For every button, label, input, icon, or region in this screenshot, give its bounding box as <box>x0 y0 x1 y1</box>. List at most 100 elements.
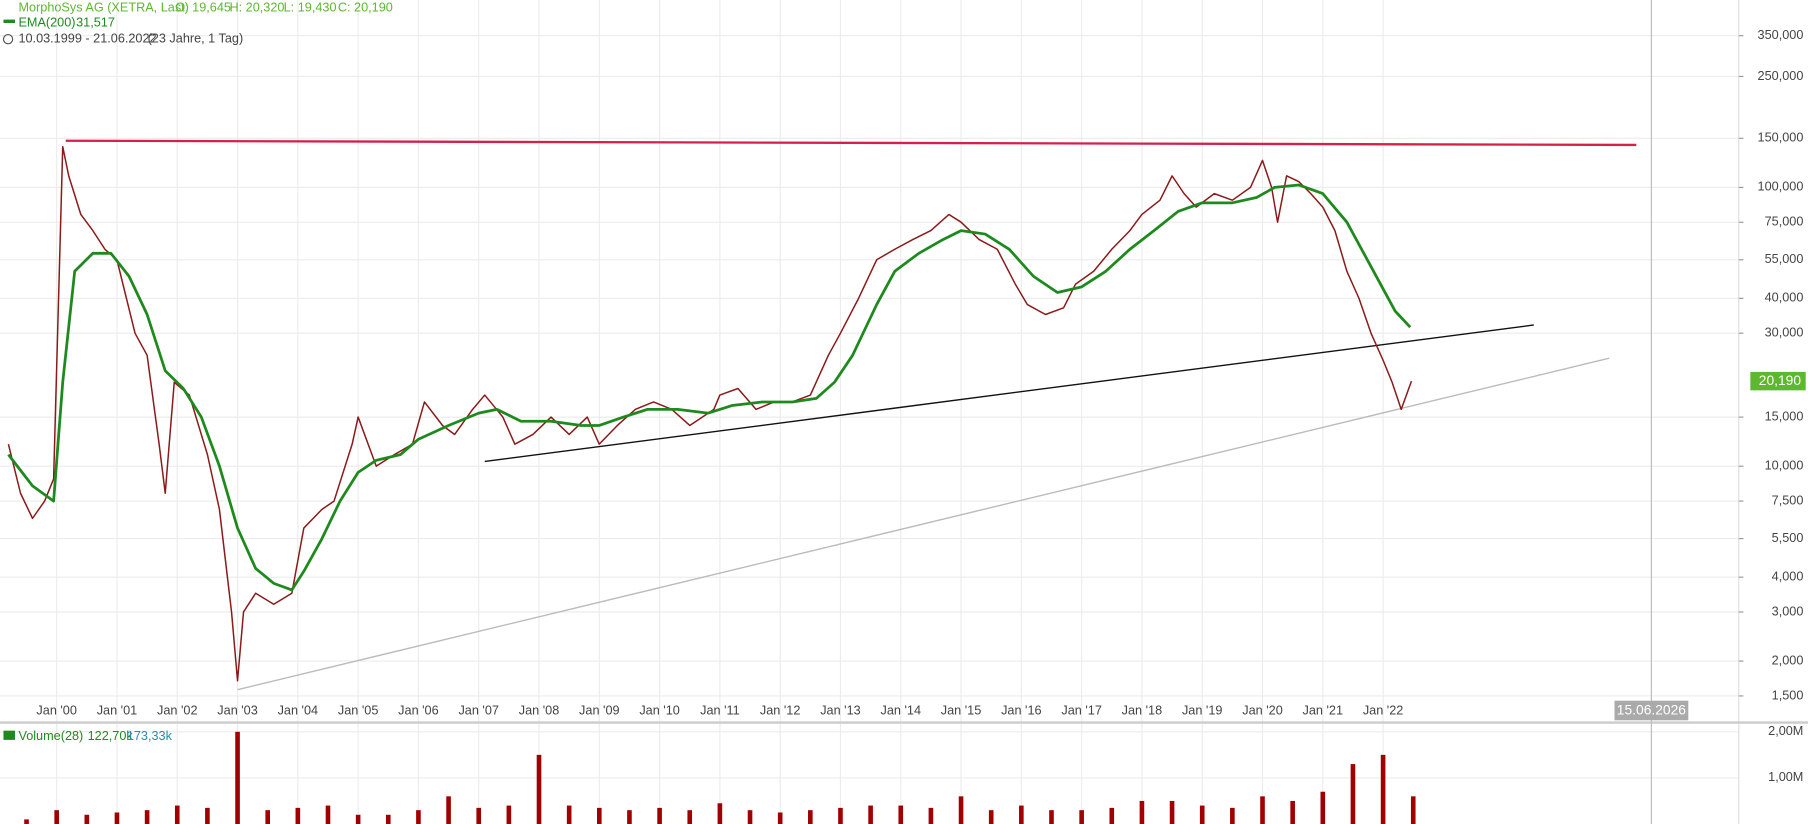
volume-tick-label: 2,00M <box>1768 724 1803 738</box>
trendline <box>237 357 1610 691</box>
y-tick-label: 55,000 <box>1765 252 1804 266</box>
volume-bar <box>1320 791 1326 824</box>
x-tick-label: Jan '22 <box>1363 703 1403 717</box>
volume-bar <box>385 814 391 824</box>
y-tick-label: 10,000 <box>1765 459 1804 473</box>
x-tick-label: Jan '10 <box>639 703 679 717</box>
ohlc-value: O: 19,645 <box>175 0 231 14</box>
ohlc-value: C: 20,190 <box>338 0 393 14</box>
ema-line <box>7 183 1412 592</box>
ema-value: 31,517 <box>76 15 115 29</box>
volume-bar <box>868 805 873 824</box>
y-tick-label: 150,000 <box>1758 131 1804 145</box>
volume-reading: 122,70k <box>88 729 134 743</box>
y-tick-label: 40,000 <box>1765 291 1804 305</box>
cursor-box <box>1614 700 1689 721</box>
x-tick-label: Jan '20 <box>1242 703 1282 717</box>
y-tick-label: 4,000 <box>1772 570 1804 584</box>
x-tick-label: Jan '08 <box>519 703 559 717</box>
x-tick-label: Jan '17 <box>1061 703 1101 717</box>
x-tick-label: Jan '11 <box>700 703 740 717</box>
x-tick-label: Jan '09 <box>579 703 619 717</box>
volume-bar <box>1019 805 1024 824</box>
volume-icon <box>3 730 15 740</box>
volume-bar <box>174 805 180 824</box>
x-tick-label: Jan '03 <box>217 703 257 717</box>
x-tick-label: Jan '07 <box>458 703 498 717</box>
ema-legend: EMA(200) <box>18 15 75 29</box>
volume-bar <box>1109 807 1115 824</box>
x-tick-label: Jan '00 <box>36 703 76 717</box>
volume-bar <box>1290 800 1295 824</box>
volume-tick-label: 1,00M <box>1768 770 1803 784</box>
period: 10.03.1999 - 21.06.2022 <box>18 32 156 46</box>
volume-bar <box>506 805 512 824</box>
x-tick-label: Jan '05 <box>338 703 378 717</box>
volume-bar <box>1169 800 1175 824</box>
volume-bar <box>476 807 482 824</box>
volume-bar <box>295 807 301 824</box>
volume-bar <box>566 805 572 824</box>
volume-bar <box>355 814 361 824</box>
volume-bar <box>777 812 783 824</box>
price-line <box>7 145 1413 682</box>
x-tick-label: Jan '13 <box>820 703 860 717</box>
volume-bar <box>84 814 90 824</box>
volume-bar <box>1380 754 1386 824</box>
x-tick-label: Jan '16 <box>1001 703 1041 717</box>
period-note: (23 Jahre, 1 Tag) <box>148 32 244 46</box>
x-tick-label: Jan '02 <box>157 703 197 717</box>
volume-bar <box>446 796 451 824</box>
x-tick-label: Jan '18 <box>1122 703 1162 717</box>
volume-bar <box>808 810 813 824</box>
volume-bar <box>1410 796 1416 824</box>
volume-bar <box>325 805 331 824</box>
volume-bar <box>1139 800 1145 824</box>
volume-bar <box>416 810 421 824</box>
y-tick-label: 350,000 <box>1758 28 1804 42</box>
grid <box>0 0 1739 824</box>
volume-bar <box>1260 796 1265 824</box>
volume-bar <box>1079 810 1084 824</box>
volume-bar <box>1049 810 1054 824</box>
y-tick-label: 100,000 <box>1758 180 1804 194</box>
y-tick-label: 30,000 <box>1765 326 1804 340</box>
volume-bar <box>24 819 29 824</box>
volume-bar <box>988 810 994 824</box>
x-tick-label: Jan '19 <box>1182 703 1222 717</box>
volume-bar <box>144 810 150 824</box>
x-tick-label: Jan '06 <box>398 703 438 717</box>
volume-bar <box>717 803 723 824</box>
last-price-label: 20,190 <box>1759 372 1802 388</box>
volume-bar <box>1199 805 1205 824</box>
volume-bar <box>747 810 753 824</box>
volume-bar <box>54 810 59 824</box>
trendline <box>65 139 1637 147</box>
volume-bar <box>958 796 964 824</box>
volume-bar <box>657 807 662 824</box>
x-tick-label: Jan '15 <box>941 703 981 717</box>
y-tick-label: 1,500 <box>1772 688 1804 702</box>
y-tick-label: 75,000 <box>1765 215 1804 229</box>
volume-bar <box>928 807 934 824</box>
volume-bar <box>838 807 843 824</box>
cursor-label: 15.06.2026 <box>1617 702 1687 718</box>
volume-bar <box>235 731 240 824</box>
volume-bar <box>898 805 904 824</box>
volume-legend: Volume(28) <box>18 729 83 743</box>
volume-bar <box>687 810 693 824</box>
trendline <box>484 324 1534 463</box>
y-tick-label: 2,000 <box>1772 653 1804 667</box>
volume-bar <box>1230 807 1235 824</box>
clock-icon <box>2 33 14 45</box>
instrument-title: MorphoSys AG (XETRA, Last) <box>18 0 188 14</box>
x-tick-label: Jan '21 <box>1303 703 1343 717</box>
y-tick-label: 5,500 <box>1772 531 1804 545</box>
x-tick-label: Jan '04 <box>278 703 318 717</box>
volume-bar <box>114 812 120 824</box>
volume-bar <box>536 754 542 824</box>
volume-bar <box>265 810 271 824</box>
ohlc-value: L: 19,430 <box>284 0 337 14</box>
y-tick-label: 250,000 <box>1758 69 1804 83</box>
